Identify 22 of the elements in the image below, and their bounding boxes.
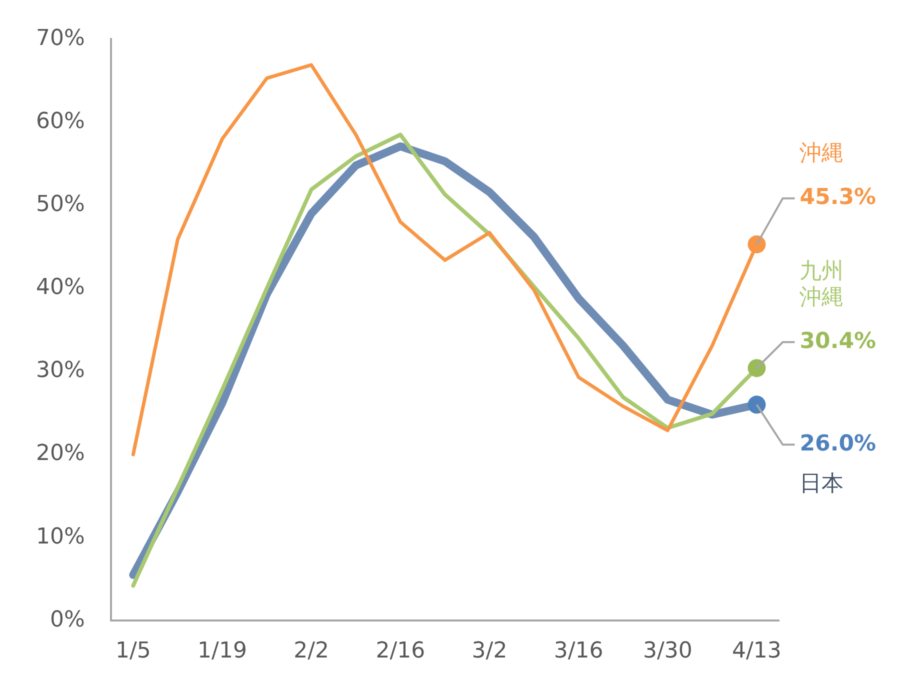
y-tick-label: 60%: [36, 108, 85, 134]
text: 沖縄: [800, 141, 844, 166]
y-tick-label: 10%: [36, 524, 85, 550]
y-tick-label: 20%: [36, 441, 85, 466]
x-tick-label: 1/19: [198, 638, 247, 664]
y-tick-label: 70%: [36, 26, 85, 51]
x-tick-label: 2/16: [376, 638, 426, 664]
x-tick-label: 2/2: [294, 638, 330, 664]
data-label: 26.0%: [800, 431, 876, 456]
y-tick-label: 0%: [50, 607, 85, 632]
y-tick-label: 40%: [36, 275, 85, 300]
y-tick-label: 50%: [36, 192, 85, 218]
x-tick-label: 4/13: [732, 638, 782, 664]
x-tick-label: 3/30: [642, 638, 692, 664]
y-tick-label: 30%: [36, 358, 85, 384]
text: 九州沖縄: [800, 258, 844, 310]
x-tick-label: 3/16: [554, 638, 604, 664]
text: 日本: [800, 471, 844, 496]
x-tick-label: 3/2: [472, 638, 508, 664]
data-label: 30.4%: [800, 328, 876, 354]
data-label: 45.3%: [800, 185, 876, 210]
x-tick-label: 1/5: [115, 638, 151, 664]
